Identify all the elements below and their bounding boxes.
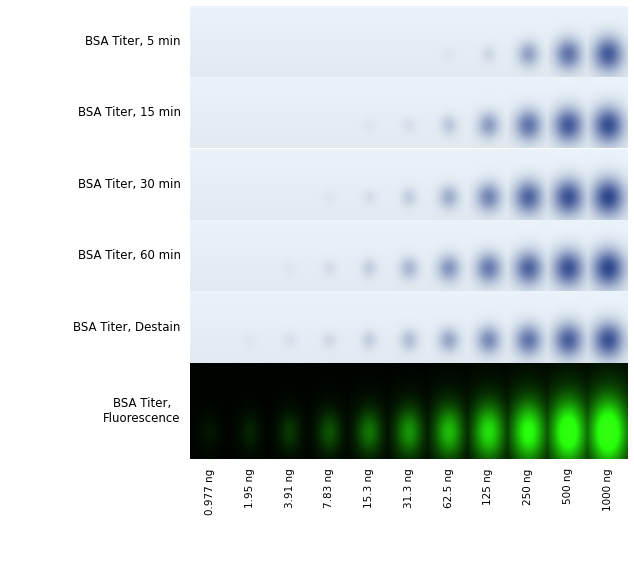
Text: BSA Titer, 5 min: BSA Titer, 5 min — [85, 35, 181, 48]
Text: BSA Titer,
Fluorescence: BSA Titer, Fluorescence — [103, 397, 181, 425]
Text: BSA Titer, Destain: BSA Titer, Destain — [74, 320, 181, 333]
Text: BSA Titer, 30 min: BSA Titer, 30 min — [78, 177, 181, 191]
Text: BSA Titer, 15 min: BSA Titer, 15 min — [78, 107, 181, 119]
Text: BSA Titer, 60 min: BSA Titer, 60 min — [78, 249, 181, 262]
